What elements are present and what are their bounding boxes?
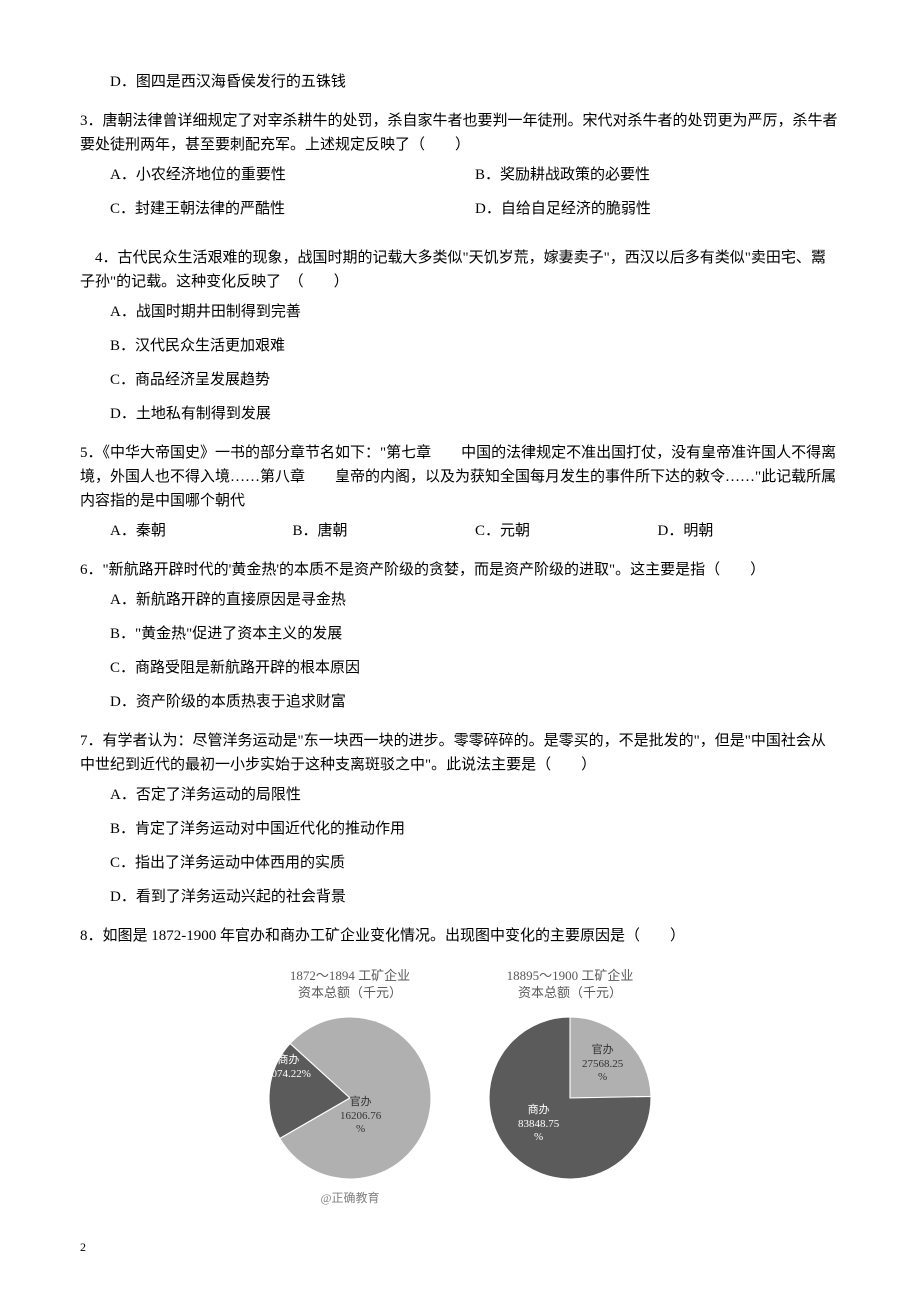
q5-option-d: D．明朝 [658, 519, 841, 543]
q4-option-a: A．战国时期井田制得到完善 [110, 300, 840, 324]
chart-1: 1872～1894 工矿企业 资本总额（千元） 商办 4074.22% 官办 1… [260, 968, 440, 1188]
chart-2-title-line1: 18895～1900 工矿企业 [507, 968, 634, 983]
q6-option-c: C．商路受阻是新航路开辟的根本原因 [110, 656, 840, 680]
q6-options: A．新航路开辟的直接原因是寻金热 B．"黄金热"促进了资本主义的发展 C．商路受… [110, 588, 840, 714]
q5-option-b: B．唐朝 [293, 519, 476, 543]
q2-options-partial: D．图四是西汉海昏侯发行的五铢钱 [110, 70, 840, 94]
chart-1-title-line2: 资本总额（千元） [298, 985, 402, 1000]
q3-option-a: A．小农经济地位的重要性 [110, 163, 475, 187]
q4-options: A．战国时期井田制得到完善 B．汉代民众生活更加艰难 C．商品经济呈发展趋势 D… [110, 300, 840, 426]
chart-2: 18895～1900 工矿企业 资本总额（千元） 官办 27568.25 % 商… [480, 968, 660, 1188]
charts-container: 1872～1894 工矿企业 资本总额（千元） 商办 4074.22% 官办 1… [80, 968, 840, 1188]
q3-stem: 3．唐朝法律曾详细规定了对宰杀耕牛的处罚，杀自家牛者也要判一年徒刑。宋代对杀牛者… [80, 109, 840, 157]
q7-option-b: B．肯定了洋务运动对中国近代化的推动作用 [110, 817, 840, 841]
q7-stem: 7．有学者认为：尽管洋务运动是"东一块西一块的进步。零零碎碎的。是零买的，不是批… [80, 729, 840, 777]
q5-option-a: A．秦朝 [110, 519, 293, 543]
q7-options: A．否定了洋务运动的局限性 B．肯定了洋务运动对中国近代化的推动作用 C．指出了… [110, 783, 840, 909]
q3-option-d: D．自给自足经济的脆弱性 [475, 197, 840, 221]
q4-option-c: C．商品经济呈发展趋势 [110, 368, 840, 392]
q5-option-c: C．元朝 [475, 519, 658, 543]
page-number: 2 [80, 1238, 840, 1257]
q7-option-a: A．否定了洋务运动的局限性 [110, 783, 840, 807]
q3-options: A．小农经济地位的重要性 B．奖励耕战政策的必要性 C．封建王朝法律的严酷性 D… [110, 163, 840, 231]
chart-1-watermark: @正确教育 [260, 1189, 440, 1208]
q3-option-b: B．奖励耕战政策的必要性 [475, 163, 840, 187]
q5-options: A．秦朝 B．唐朝 C．元朝 D．明朝 [110, 519, 840, 543]
q4-option-b: B．汉代民众生活更加艰难 [110, 334, 840, 358]
chart-2-pie: 官办 27568.25 % 商办 83848.75 % [480, 1008, 660, 1188]
q4-stem: 4．古代民众生活艰难的现象，战国时期的记载大多类似"天饥岁荒，嫁妻卖子"，西汉以… [80, 246, 840, 294]
q6-option-a: A．新航路开辟的直接原因是寻金热 [110, 588, 840, 612]
q6-option-d: D．资产阶级的本质热衷于追求财富 [110, 690, 840, 714]
chart-1-pie: 商办 4074.22% 官办 16206.76 % @正确教育 [260, 1008, 440, 1188]
q6-stem: 6．"新航路开辟时代的'黄金热'的本质不是资产阶级的贪婪，而是资产阶级的进取"。… [80, 558, 840, 582]
chart-2-pie-svg [480, 1008, 660, 1188]
q2-option-d: D．图四是西汉海昏侯发行的五铢钱 [110, 70, 840, 94]
q4-option-d: D．土地私有制得到发展 [110, 402, 840, 426]
chart-1-title: 1872～1894 工矿企业 资本总额（千元） [290, 968, 410, 1002]
q7-option-c: C．指出了洋务运动中体西用的实质 [110, 851, 840, 875]
chart-1-title-line1: 1872～1894 工矿企业 [290, 968, 410, 983]
q3-option-c: C．封建王朝法律的严酷性 [110, 197, 475, 221]
q8-stem: 8．如图是 1872-1900 年官办和商办工矿企业变化情况。出现图中变化的主要… [80, 924, 840, 948]
q7-option-d: D．看到了洋务运动兴起的社会背景 [110, 885, 840, 909]
chart-2-title: 18895～1900 工矿企业 资本总额（千元） [507, 968, 634, 1002]
q6-option-b: B．"黄金热"促进了资本主义的发展 [110, 622, 840, 646]
chart-1-pie-svg [260, 1008, 440, 1188]
chart-2-title-line2: 资本总额（千元） [518, 985, 622, 1000]
q5-stem: 5．《中华大帝国史》一书的部分章节名如下："第七章 中国的法律规定不准出国打仗，… [80, 441, 840, 513]
